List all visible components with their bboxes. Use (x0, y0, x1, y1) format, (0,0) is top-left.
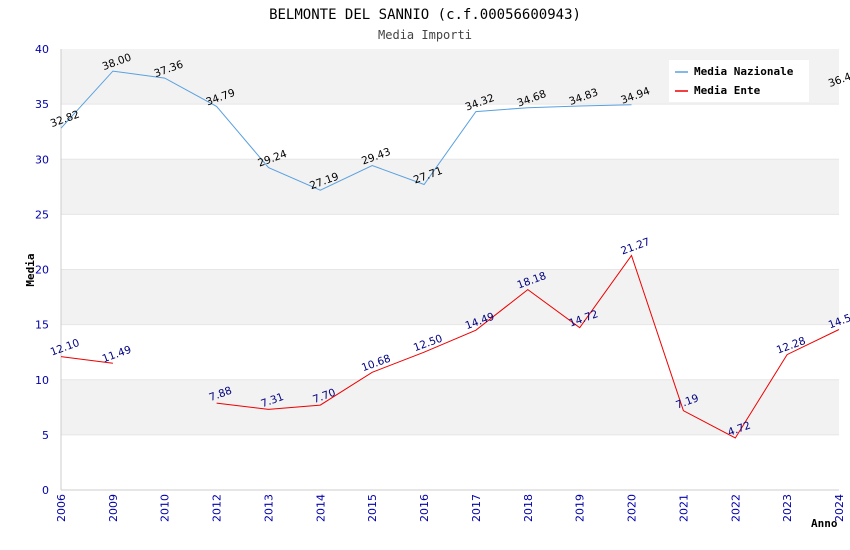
plot-bands (61, 49, 839, 490)
series-line-1 (216, 254, 840, 439)
x-tick-label: 2018 (522, 494, 535, 522)
x-tick-label: 2012 (211, 494, 224, 522)
grid-band (61, 269, 839, 325)
x-tick-label: 2024 (833, 494, 846, 522)
x-tick-label: 2020 (626, 494, 639, 522)
x-tick-label: 2013 (262, 494, 275, 522)
y-axis-label: Media (24, 253, 37, 286)
series-layer (60, 70, 840, 439)
y-tick-label: 30 (35, 153, 49, 166)
x-tick-label: 2022 (729, 494, 742, 522)
y-tick-label: 0 (42, 484, 49, 497)
legend-box (669, 60, 809, 102)
y-tick-label: 10 (35, 374, 49, 387)
legend: Media Nazionale Media Ente (669, 60, 809, 102)
x-tick-label: 2014 (314, 494, 327, 522)
y-tick-label: 35 (35, 98, 49, 111)
y-tick-label: 20 (35, 264, 49, 277)
series-line-0 (60, 70, 632, 191)
x-axis-label: Anno (811, 517, 838, 530)
x-tick-label: 2017 (470, 494, 483, 522)
chart-title: BELMONTE DEL SANNIO (c.f.00056600943) (269, 7, 581, 23)
x-tick-label: 2019 (574, 494, 587, 522)
y-tick-label: 40 (35, 43, 49, 56)
x-tick-label: 2006 (55, 494, 68, 522)
grid-band (61, 159, 839, 215)
axes: 0 5 10 15 20 25 30 35 40 2006 2009 2010 2012 2013 2014… (35, 43, 846, 522)
x-tick-label: 2010 (159, 494, 172, 522)
x-tick-label: 2016 (418, 494, 431, 522)
x-tick-label: 2015 (366, 494, 379, 522)
y-tick-label: 25 (35, 208, 49, 221)
y-tick-label: 15 (35, 319, 49, 332)
x-tick-label: 2023 (781, 494, 794, 522)
grid-band (61, 379, 839, 435)
x-tick-label: 2021 (677, 494, 690, 522)
legend-label-ente: Media Ente (694, 84, 761, 97)
chart-subtitle: Media Importi (378, 28, 472, 42)
series-line-1 (60, 356, 113, 364)
x-tick-label: 2009 (107, 494, 120, 522)
legend-label-nazionale: Media Nazionale (694, 65, 794, 78)
y-tick-label: 5 (42, 429, 49, 442)
